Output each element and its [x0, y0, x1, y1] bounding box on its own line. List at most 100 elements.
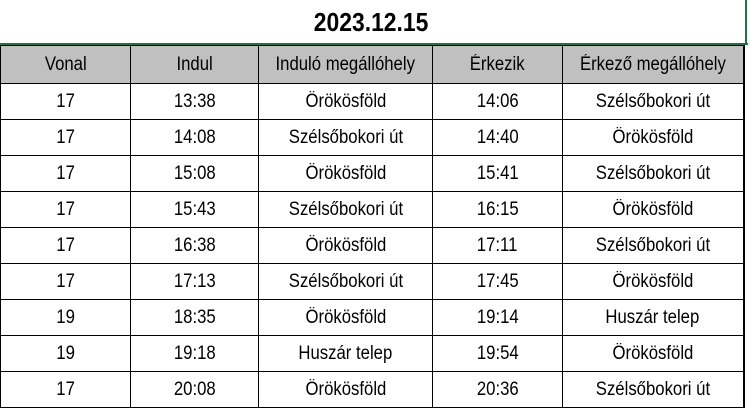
- cell-arrival[interactable]: 14:06: [432, 83, 563, 120]
- cell-line[interactable]: 17: [0, 371, 131, 408]
- cell-value: 15:43: [173, 198, 216, 220]
- cell-departure-stop[interactable]: Szélsőbokori út: [258, 263, 433, 300]
- cell-departure-stop[interactable]: Szélsőbokori út: [258, 119, 433, 156]
- header-label: Vonal: [44, 53, 87, 75]
- cell-departure[interactable]: 17:13: [130, 263, 259, 300]
- cell-value: 16:15: [476, 198, 519, 220]
- cell-arrival[interactable]: 20:36: [432, 371, 563, 408]
- cell-value: Szélsőbokori út: [288, 270, 403, 292]
- cell-value: 15:41: [476, 162, 519, 184]
- header-label: Indul: [176, 53, 213, 75]
- cell-value: 19:18: [173, 342, 216, 364]
- column-header-departure[interactable]: Indul: [130, 45, 259, 84]
- title-text: 2023.12.15: [313, 7, 429, 37]
- cell-value: Huszár telep: [298, 342, 393, 364]
- table-row: 17 13:38 Örökösföld 14:06 Szélsőbokori út: [0, 83, 745, 120]
- cell-arrival-stop[interactable]: Szélsőbokori út: [562, 371, 745, 408]
- cell-value: Szélsőbokori út: [288, 126, 403, 148]
- cell-departure[interactable]: 20:08: [130, 371, 259, 408]
- cell-line[interactable]: 17: [0, 227, 131, 264]
- cell-value: Örökösföld: [305, 378, 386, 400]
- cell-value: 15:08: [173, 162, 216, 184]
- cell-value: Szélsőbokori út: [595, 90, 710, 112]
- cell-value: 17:13: [173, 270, 216, 292]
- cell-value: Örökösföld: [612, 342, 694, 364]
- cell-arrival[interactable]: 15:41: [432, 155, 563, 192]
- cell-value: Szélsőbokori út: [595, 162, 710, 184]
- cell-arrival-stop[interactable]: Örökösföld: [562, 335, 745, 372]
- cell-line[interactable]: 19: [0, 335, 131, 372]
- cell-arrival-stop[interactable]: Örökösföld: [562, 263, 745, 300]
- header-label: Érkezik: [470, 53, 525, 75]
- cell-arrival-stop[interactable]: Huszár telep: [562, 299, 745, 336]
- cell-value: Örökösföld: [305, 162, 386, 184]
- column-header-arrival[interactable]: Érkezik: [432, 45, 563, 84]
- table-row: 19 18:35 Örökösföld 19:14 Huszár telep: [0, 299, 745, 336]
- header-row: Vonal Indul Induló megállóhely Érkezik Érkez…: [0, 45, 745, 84]
- cell-departure-stop[interactable]: Örökösföld: [258, 155, 433, 192]
- cell-value: Szélsőbokori út: [595, 234, 710, 256]
- cell-value: 14:40: [476, 126, 519, 148]
- cell-line[interactable]: 17: [0, 83, 131, 120]
- cell-value: 17:11: [477, 234, 518, 256]
- cell-value: 17: [56, 378, 75, 400]
- cell-arrival-stop[interactable]: Szélsőbokori út: [562, 83, 745, 120]
- cell-departure[interactable]: 13:38: [130, 83, 259, 120]
- cell-value: 17: [56, 234, 75, 256]
- header-label: Induló megállóhely: [275, 53, 416, 75]
- column-header-arrival-stop[interactable]: Érkező megállóhely: [562, 45, 745, 84]
- cell-value: Szélsőbokori út: [595, 378, 710, 400]
- cell-departure[interactable]: 15:43: [130, 191, 259, 228]
- cell-value: Örökösföld: [305, 306, 386, 328]
- cell-value: Huszár telep: [605, 306, 700, 328]
- cell-line[interactable]: 17: [0, 263, 131, 300]
- table-row: 17 15:43 Szélsőbokori út 16:15 Örökösföld: [0, 191, 745, 228]
- cell-departure-stop[interactable]: Szélsőbokori út: [258, 191, 433, 228]
- cell-arrival-stop[interactable]: Szélsőbokori út: [562, 155, 745, 192]
- cell-arrival-stop[interactable]: Örökösföld: [562, 191, 745, 228]
- cell-departure[interactable]: 14:08: [130, 119, 259, 156]
- cell-selection-border: [745, 0, 747, 45]
- cell-value: 16:38: [173, 234, 216, 256]
- cell-value: Örökösföld: [305, 90, 386, 112]
- cell-arrival[interactable]: 19:54: [432, 335, 563, 372]
- cell-departure[interactable]: 15:08: [130, 155, 259, 192]
- cell-value: 20:36: [476, 378, 519, 400]
- cell-arrival-stop[interactable]: Örökösföld: [562, 119, 745, 156]
- cell-arrival[interactable]: 19:14: [432, 299, 563, 336]
- cell-departure-stop[interactable]: Örökösföld: [258, 227, 433, 264]
- cell-arrival[interactable]: 16:15: [432, 191, 563, 228]
- timetable: Vonal Indul Induló megállóhely Érkezik Érkez…: [0, 45, 745, 408]
- cell-value: Örökösföld: [612, 126, 694, 148]
- table-row: 17 14:08 Szélsőbokori út 14:40 Örökösföld: [0, 119, 745, 156]
- cell-departure[interactable]: 18:35: [130, 299, 259, 336]
- cell-value: 19: [56, 342, 75, 364]
- cell-value: 19:54: [476, 342, 519, 364]
- cell-value: 13:38: [173, 90, 216, 112]
- cell-line[interactable]: 17: [0, 155, 131, 192]
- column-header-departure-stop[interactable]: Induló megállóhely: [258, 45, 433, 84]
- cell-line[interactable]: 17: [0, 119, 131, 156]
- cell-departure-stop[interactable]: Örökösföld: [258, 299, 433, 336]
- column-header-line[interactable]: Vonal: [0, 45, 131, 84]
- cell-arrival-stop[interactable]: Szélsőbokori út: [562, 227, 745, 264]
- cell-value: 17: [56, 198, 75, 220]
- cell-departure[interactable]: 16:38: [130, 227, 259, 264]
- cell-value: Szélsőbokori út: [288, 198, 403, 220]
- cell-departure-stop[interactable]: Örökösföld: [258, 371, 433, 408]
- cell-arrival[interactable]: 14:40: [432, 119, 563, 156]
- cell-line[interactable]: 17: [0, 191, 131, 228]
- cell-arrival[interactable]: 17:11: [432, 227, 563, 264]
- cell-departure-stop[interactable]: Örökösföld: [258, 83, 433, 120]
- cell-value: 14:06: [476, 90, 519, 112]
- cell-arrival[interactable]: 17:45: [432, 263, 563, 300]
- cell-selection-border: [0, 43, 748, 45]
- cell-departure-stop[interactable]: Huszár telep: [258, 335, 433, 372]
- cell-departure[interactable]: 19:18: [130, 335, 259, 372]
- schedule-date-title[interactable]: 2023.12.15: [0, 0, 742, 44]
- table-row: 19 19:18 Huszár telep 19:54 Örökösföld: [0, 335, 745, 372]
- cell-line[interactable]: 19: [0, 299, 131, 336]
- table-row: 17 15:08 Örökösföld 15:41 Szélsőbokori út: [0, 155, 745, 192]
- cell-value: 17: [56, 270, 75, 292]
- cell-value: 20:08: [173, 378, 216, 400]
